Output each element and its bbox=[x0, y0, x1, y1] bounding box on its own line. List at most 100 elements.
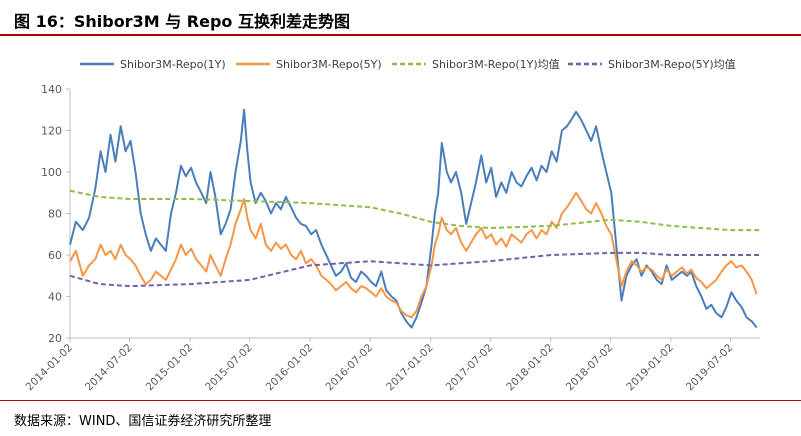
data-point bbox=[676, 271, 678, 273]
data-point bbox=[546, 171, 548, 173]
data-point bbox=[355, 291, 357, 293]
data-point bbox=[360, 285, 362, 287]
data-point bbox=[570, 200, 572, 202]
data-point bbox=[715, 279, 717, 281]
data-point bbox=[160, 244, 162, 246]
data-point bbox=[355, 281, 357, 283]
x-tick-label: 2015-01-02 bbox=[144, 342, 196, 394]
data-point bbox=[751, 321, 753, 323]
data-point bbox=[400, 310, 402, 312]
x-tick-label: 2016-01-02 bbox=[264, 342, 316, 394]
data-point bbox=[280, 248, 282, 250]
data-point bbox=[730, 229, 732, 231]
x-tick-label: 2017-01-02 bbox=[384, 342, 436, 394]
source-divider bbox=[0, 400, 801, 401]
legend-item: Shibor3M-Repo(1Y)均值 bbox=[392, 58, 560, 71]
data-point bbox=[225, 258, 227, 260]
data-point bbox=[434, 213, 436, 215]
data-point bbox=[400, 213, 402, 215]
data-point bbox=[621, 285, 623, 287]
data-point bbox=[75, 221, 77, 223]
data-point bbox=[641, 271, 643, 273]
data-point bbox=[135, 265, 137, 267]
data-point bbox=[541, 229, 543, 231]
data-point bbox=[605, 171, 607, 173]
data-point bbox=[330, 283, 332, 285]
data-point bbox=[230, 244, 232, 246]
data-point bbox=[105, 254, 107, 256]
data-point bbox=[501, 182, 503, 184]
data-point bbox=[145, 233, 147, 235]
data-point bbox=[531, 229, 533, 231]
data-point bbox=[416, 310, 418, 312]
data-point bbox=[180, 244, 182, 246]
data-point bbox=[240, 140, 242, 142]
data-point bbox=[88, 265, 90, 267]
legend: Shibor3M-Repo(1Y) Shibor3M-Repo(5Y) Shibor… bbox=[80, 58, 736, 71]
data-point bbox=[585, 208, 587, 210]
data-point bbox=[250, 229, 252, 231]
title-divider bbox=[0, 34, 801, 36]
data-point bbox=[370, 291, 372, 293]
data-point bbox=[695, 285, 697, 287]
data-point bbox=[690, 269, 692, 271]
data-point bbox=[475, 182, 477, 184]
data-point bbox=[735, 300, 737, 302]
data-point bbox=[185, 254, 187, 256]
data-point bbox=[671, 275, 673, 277]
data-point bbox=[295, 217, 297, 219]
data-point bbox=[526, 175, 528, 177]
data-point bbox=[686, 273, 688, 275]
data-point bbox=[431, 244, 433, 246]
data-point bbox=[99, 196, 101, 198]
data-point bbox=[541, 165, 543, 167]
data-point bbox=[200, 265, 202, 267]
data-point bbox=[609, 252, 611, 254]
data-point bbox=[470, 242, 472, 244]
data-point bbox=[615, 258, 617, 260]
data-point bbox=[335, 275, 337, 277]
data-point bbox=[595, 202, 597, 204]
data-point bbox=[155, 271, 157, 273]
data-point bbox=[626, 271, 628, 273]
data-point bbox=[726, 306, 728, 308]
data-point bbox=[460, 242, 462, 244]
data-point bbox=[521, 186, 523, 188]
data-point bbox=[450, 233, 452, 235]
data-point bbox=[695, 277, 697, 279]
data-point bbox=[190, 167, 192, 169]
data-point bbox=[556, 161, 558, 163]
data-point bbox=[385, 296, 387, 298]
data-point bbox=[570, 119, 572, 121]
data-point bbox=[759, 254, 761, 256]
data-point bbox=[706, 287, 708, 289]
data-point bbox=[605, 225, 607, 227]
data-point bbox=[756, 327, 758, 329]
data-point bbox=[735, 267, 737, 269]
data-point bbox=[100, 150, 102, 152]
data-point bbox=[756, 294, 758, 296]
series-shibor3m-repo-1y bbox=[69, 108, 758, 329]
series-shibor3m-repo-5y bbox=[69, 191, 758, 319]
data-point bbox=[82, 229, 84, 231]
series-line bbox=[69, 191, 758, 319]
data-point bbox=[300, 250, 302, 252]
data-point bbox=[405, 321, 407, 323]
data-point bbox=[741, 306, 743, 308]
data-point bbox=[150, 279, 152, 281]
data-point bbox=[731, 291, 733, 293]
data-point bbox=[411, 327, 413, 329]
legend-item: Shibor3M-Repo(5Y)均值 bbox=[568, 58, 736, 71]
data-point bbox=[485, 182, 487, 184]
data-point bbox=[551, 221, 553, 223]
data-point bbox=[480, 227, 482, 229]
data-point bbox=[746, 316, 748, 318]
data-point bbox=[335, 289, 337, 291]
x-tick-label: 2019-01-02 bbox=[624, 342, 676, 394]
data-point bbox=[459, 225, 461, 227]
data-point bbox=[610, 233, 612, 235]
data-point bbox=[140, 275, 142, 277]
data-point bbox=[99, 283, 101, 285]
data-point bbox=[670, 254, 672, 256]
data-point bbox=[731, 260, 733, 262]
